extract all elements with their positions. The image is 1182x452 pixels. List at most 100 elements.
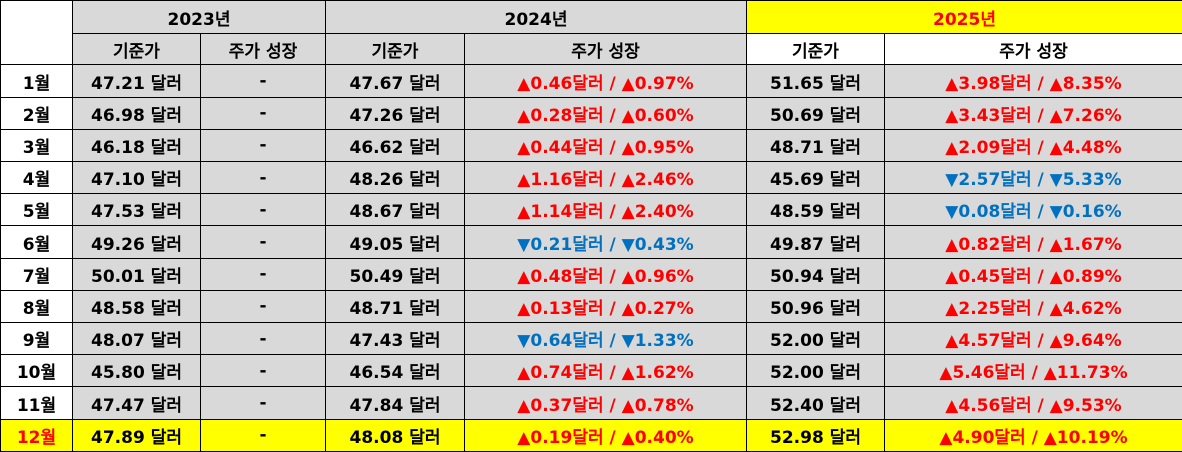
growth-2023: - — [200, 257, 326, 291]
month: 9월 — [0, 322, 73, 356]
growth-2024: ▲0.74달러 / ▲1.62% — [464, 354, 747, 388]
base-price-2023: 46.18 달러 — [72, 128, 201, 163]
growth-2023: - — [200, 354, 326, 388]
base-price-2025: 51.65 달러 — [746, 64, 885, 98]
year-header: 2024년 — [325, 0, 747, 35]
month: 11월 — [0, 386, 73, 420]
base-price-2025: 52.40 달러 — [746, 386, 885, 420]
base-price-2025: 52.00 달러 — [746, 354, 885, 388]
base-price-2025: 52.00 달러 — [746, 322, 885, 356]
month-row: 7월 50.01 달러 -50.49 달러 ▲0.48달러 / ▲0.96% 50.94… — [0, 257, 1182, 291]
growth-2023: - — [200, 161, 326, 195]
month: 3월 — [0, 128, 73, 163]
month-row: 9월 48.07 달러 -47.43 달러 ▼0.64달러 / ▼1.33% 52.00… — [0, 322, 1182, 356]
base-price-2024: 48.67 달러 — [325, 193, 465, 227]
year-header-row: 2023년 2024년 2025년 — [0, 0, 1182, 66]
month: 10월 — [0, 354, 73, 388]
month: 1월 — [0, 64, 73, 98]
base-price-2024: 47.43 달러 — [325, 322, 465, 356]
base-price-2024: 46.62 달러 — [325, 128, 465, 163]
growth-2024: ▲0.19달러 / ▲0.40% — [464, 418, 747, 452]
growth-2023: - — [200, 225, 326, 259]
base-price-2025: 50.96 달러 — [746, 289, 885, 324]
base-price-2024: 49.05 달러 — [325, 225, 465, 259]
base-price-2023: 50.01 달러 — [72, 257, 201, 291]
growth-2024: ▲0.44달러 / ▲0.95% — [464, 128, 747, 163]
base-price-2024: 48.08 달러 — [325, 418, 465, 452]
base-price-2023: 48.58 달러 — [72, 289, 201, 324]
base-price-2023: 47.89 달러 — [72, 418, 201, 452]
base-price-2024: 46.54 달러 — [325, 354, 465, 388]
year-header: 2023년 — [72, 0, 326, 35]
growth-2023: - — [200, 128, 326, 163]
growth-2023: - — [200, 289, 326, 324]
base-price-2023: 49.26 달러 — [72, 225, 201, 259]
month: 4월 — [0, 161, 73, 195]
base-price-2025: 45.69 달러 — [746, 161, 885, 195]
growth-2024: ▲0.48달러 / ▲0.96% — [464, 257, 747, 291]
sub-header: 기준가 — [746, 33, 885, 66]
growth-2024: ▲0.28달러 / ▲0.60% — [464, 96, 747, 130]
growth-2024: ▲1.14달러 / ▲2.40% — [464, 193, 747, 227]
base-price-2023: 45.80 달러 — [72, 354, 201, 388]
month: 2월 — [0, 96, 73, 130]
growth-2025: ▲4.56달러 / ▲9.53% — [884, 386, 1182, 420]
sub-header: 주가 성장 — [200, 33, 326, 66]
base-price-2023: 47.21 달러 — [72, 64, 201, 98]
month-row: 11월 47.47 달러 -47.84 달러 ▲0.37달러 / ▲0.78% 52.4… — [0, 386, 1182, 420]
growth-2024: ▲1.16달러 / ▲2.46% — [464, 161, 747, 195]
growth-2023: - — [200, 322, 326, 356]
month: 12월 — [0, 418, 73, 452]
growth-2025: ▼0.08달러 / ▼0.16% — [884, 193, 1182, 227]
month-row: 5월 47.53 달러 -48.67 달러 ▲1.14달러 / ▲2.40% 48.59… — [0, 193, 1182, 227]
base-price-2023: 48.07 달러 — [72, 322, 201, 356]
growth-2025: ▼2.57달러 / ▼5.33% — [884, 161, 1182, 195]
month-row: 3월 46.18 달러 -46.62 달러 ▲0.44달러 / ▲0.95% 48.71… — [0, 128, 1182, 163]
base-price-2024: 48.26 달러 — [325, 161, 465, 195]
sub-header: 기준가 — [72, 33, 201, 66]
base-price-2025: 49.87 달러 — [746, 225, 885, 259]
base-price-2025: 52.98 달러 — [746, 418, 885, 452]
growth-2024: ▲0.37달러 / ▲0.78% — [464, 386, 747, 420]
growth-2024: ▼0.64달러 / ▼1.33% — [464, 322, 747, 356]
base-price-2024: 47.84 달러 — [325, 386, 465, 420]
growth-2023: - — [200, 193, 326, 227]
sub-header: 주가 성장 — [464, 33, 747, 66]
base-price-2025: 50.94 달러 — [746, 257, 885, 291]
sub-header-row: 기준가 주가 성장 기준가 주가 성장 기준가 주가 성장 — [1, 33, 1182, 66]
month-row: 8월 48.58 달러 -48.71 달러 ▲0.13달러 / ▲0.27% 50.96… — [0, 289, 1182, 324]
growth-2023: - — [200, 96, 326, 130]
growth-2023: - — [200, 386, 326, 420]
sub-header: 주가 성장 — [884, 33, 1182, 66]
month: 8월 — [0, 289, 73, 324]
growth-2025: ▲2.25달러 / ▲4.62% — [884, 289, 1182, 324]
month-row: 2월 46.98 달러 -47.26 달러 ▲0.28달러 / ▲0.60% 50.69… — [0, 96, 1182, 130]
growth-2025: ▲2.09달러 / ▲4.48% — [884, 128, 1182, 163]
base-price-2024: 47.67 달러 — [325, 64, 465, 98]
base-price-2024: 47.26 달러 — [325, 96, 465, 130]
growth-2024: ▼0.21달러 / ▼0.43% — [464, 225, 747, 259]
growth-2025: ▲4.57달러 / ▲9.64% — [884, 322, 1182, 356]
month-row: 1월 47.21 달러 -47.67 달러 ▲0.46달러 / ▲0.97% 51.65… — [0, 64, 1182, 98]
growth-2025: ▲0.82달러 / ▲1.67% — [884, 225, 1182, 259]
month: 7월 — [0, 257, 73, 291]
growth-2024: ▲0.46달러 / ▲0.97% — [464, 64, 747, 98]
growth-2025: ▲0.45달러 / ▲0.89% — [884, 257, 1182, 291]
base-price-2023: 47.47 달러 — [72, 386, 201, 420]
base-price-2025: 48.59 달러 — [746, 193, 885, 227]
month-row: 12월 47.89 달러 -48.08 달러 ▲0.19달러 / ▲0.40% 52.9… — [0, 418, 1182, 452]
base-price-2024: 48.71 달러 — [325, 289, 465, 324]
base-price-2024: 50.49 달러 — [325, 257, 465, 291]
growth-2025: ▲3.98달러 / ▲8.35% — [884, 64, 1182, 98]
month: 5월 — [0, 193, 73, 227]
corner-cell — [0, 0, 73, 66]
growth-2023: - — [200, 64, 326, 98]
growth-2025: ▲5.46달러 / ▲11.73% — [884, 354, 1182, 388]
year-header: 2025년 — [746, 0, 1182, 35]
growth-2025: ▲3.43달러 / ▲7.26% — [884, 96, 1182, 130]
base-price-2023: 46.98 달러 — [72, 96, 201, 130]
growth-2023: - — [200, 418, 326, 452]
month-row: 6월 49.26 달러 -49.05 달러 ▼0.21달러 / ▼0.43% 49.87… — [0, 225, 1182, 259]
